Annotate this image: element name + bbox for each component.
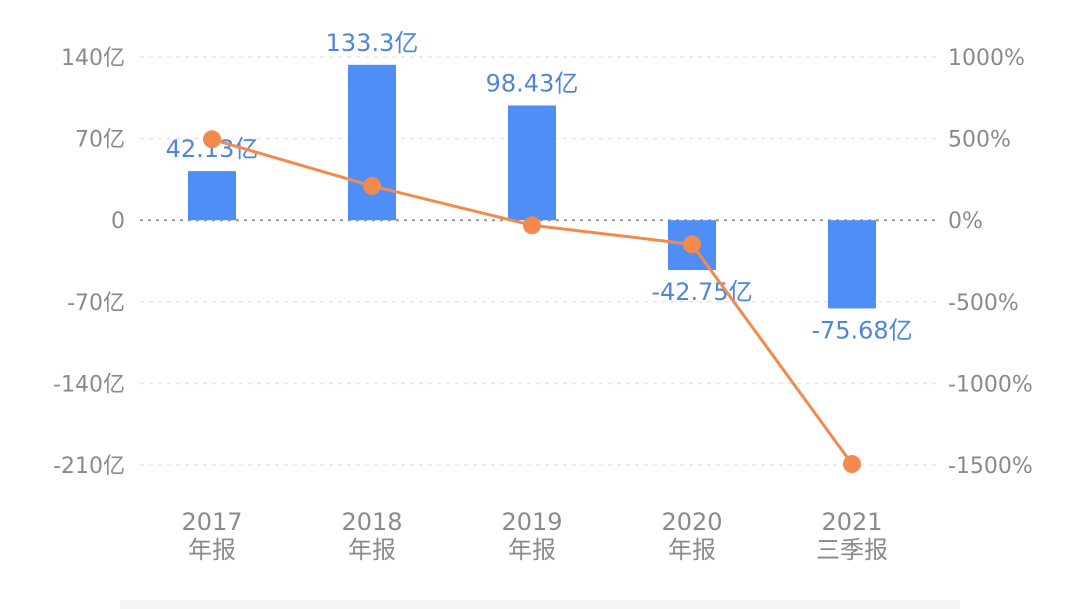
left-tick-label: 140亿 (61, 46, 125, 71)
x-tick-label: 2018 (341, 508, 402, 536)
left-tick-label: 0 (111, 209, 125, 234)
bar (508, 105, 556, 221)
bar-data-label: -42.75亿 (651, 278, 752, 306)
x-tick-label: 2020 (661, 508, 722, 536)
x-tick-sublabel: 年报 (188, 536, 236, 564)
bar (828, 220, 876, 309)
x-tick-sublabel: 年报 (348, 536, 396, 564)
x-tick-sublabel: 年报 (508, 536, 556, 564)
right-tick-label: -1500% (948, 454, 1033, 479)
right-tick-label: -500% (948, 291, 1019, 316)
line-point (363, 176, 381, 195)
x-tick-sublabel: 年报 (668, 536, 716, 564)
left-tick-label: -140亿 (53, 372, 125, 397)
line-point (523, 216, 541, 235)
line-point (203, 130, 221, 149)
right-tick-label: -1000% (948, 372, 1033, 397)
right-tick-label: 500% (948, 128, 1011, 153)
bar-data-label: 133.3亿 (326, 29, 419, 57)
bar (348, 64, 396, 221)
footer-bar (120, 600, 960, 609)
x-tick-sublabel: 三季报 (816, 536, 888, 564)
left-tick-label: 70亿 (75, 128, 125, 153)
bar-data-label: -75.68亿 (811, 316, 912, 344)
x-tick-label: 2017 (181, 508, 242, 536)
bar-data-label: 98.43亿 (486, 69, 579, 97)
right-tick-label: 1000% (948, 46, 1025, 71)
line-point (683, 235, 701, 254)
line-point (843, 455, 861, 474)
left-tick-label: -210亿 (53, 454, 125, 479)
x-tick-label: 2021 (821, 508, 882, 536)
right-tick-label: 0% (948, 209, 983, 234)
bar (188, 171, 236, 221)
left-tick-label: -70亿 (67, 291, 125, 316)
x-tick-label: 2019 (501, 508, 562, 536)
